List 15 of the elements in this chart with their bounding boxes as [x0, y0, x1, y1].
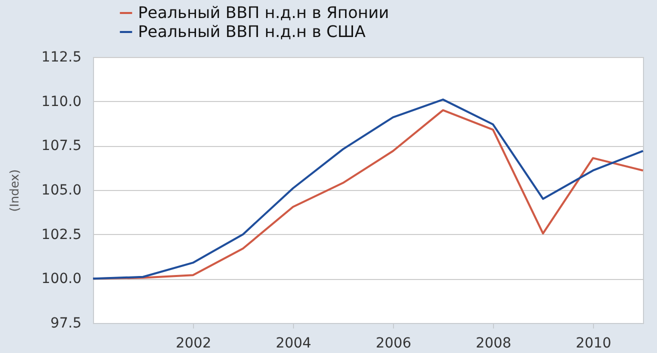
y-tick-label: 107.5: [41, 138, 82, 154]
x-tick-label: 2008: [476, 336, 512, 352]
y-tick-label: 112.5: [41, 50, 82, 66]
y-tick-label: 100.0: [41, 271, 82, 288]
x-tick-label: 2010: [576, 336, 612, 352]
y-axis-title: (Index): [7, 169, 22, 212]
y-tick-label: 97.5: [50, 316, 82, 332]
x-tick-label: 2002: [176, 336, 212, 352]
x-tick-label: 2006: [376, 336, 412, 352]
legend-label: Реальный ВВП н.д.н в США: [138, 22, 366, 41]
y-tick-label: 110.0: [41, 94, 82, 110]
y-tick-label: 102.5: [41, 226, 82, 243]
x-tick-label: 2004: [276, 336, 312, 352]
y-tick-label: 105.0: [41, 182, 82, 198]
legend-label: Реальный ВВП н.д.н в Японии: [138, 3, 389, 22]
